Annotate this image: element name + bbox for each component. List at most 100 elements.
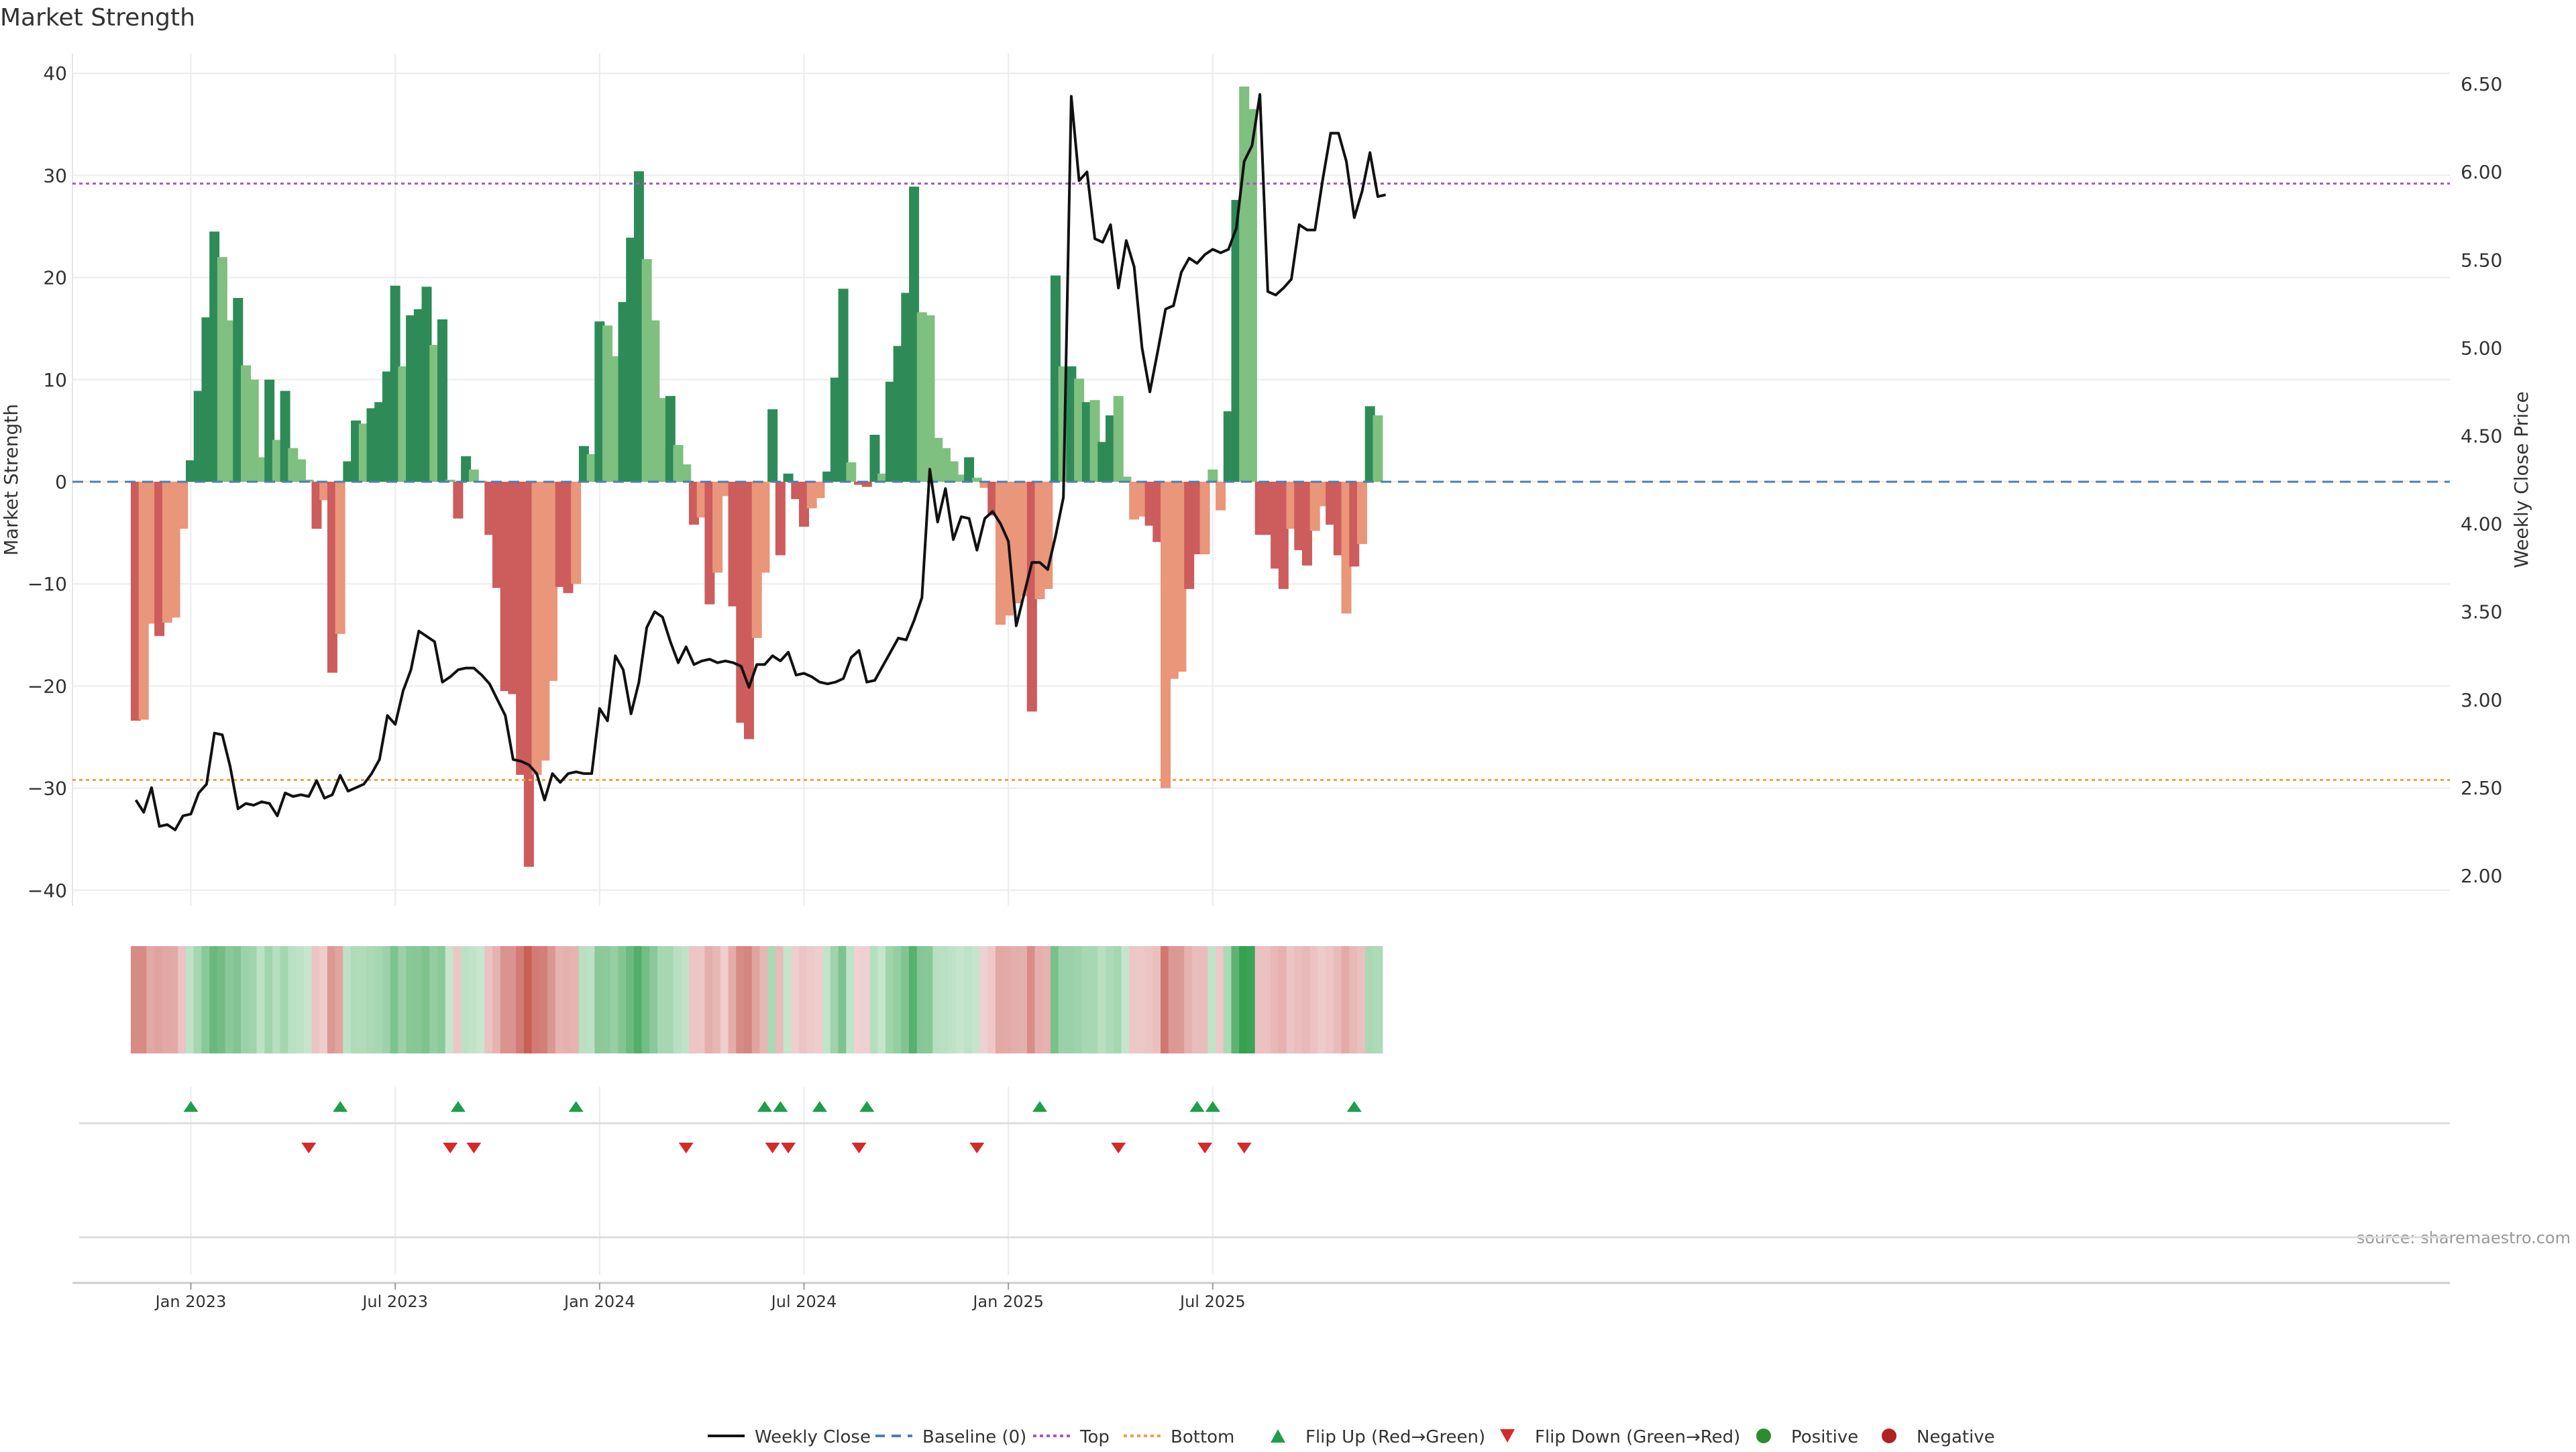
strength-bars — [130, 86, 1383, 867]
strength-bar — [799, 482, 810, 527]
heatmap-cell — [130, 946, 141, 1053]
heatmap-cell — [846, 946, 857, 1053]
heatmap-cell — [225, 946, 235, 1053]
heatmap-cell — [704, 946, 715, 1053]
flip-up-marker — [1032, 1101, 1048, 1112]
strength-bar — [272, 439, 282, 482]
flip-up-marker — [1205, 1101, 1220, 1112]
heatmap-cell — [1121, 946, 1132, 1053]
flip-down-marker — [1111, 1143, 1126, 1153]
strength-bar — [791, 482, 802, 499]
strength-bar — [877, 473, 888, 482]
heatmap-cell — [1216, 946, 1226, 1053]
y-tick-label: −40 — [28, 880, 67, 902]
heatmap-cell — [413, 946, 424, 1053]
heatmap-cell — [1161, 946, 1171, 1053]
strength-bar — [743, 482, 754, 739]
strength-bar — [751, 482, 762, 638]
heatmap-cell — [1058, 946, 1069, 1053]
heatmap-cell — [602, 946, 613, 1053]
y2-tick-label: 4.50 — [2461, 425, 2502, 448]
strength-bar — [1199, 482, 1210, 555]
strength-bar — [319, 482, 330, 501]
flip-up-marker — [333, 1101, 348, 1112]
strength-bar — [201, 317, 212, 482]
strength-bar — [602, 325, 613, 482]
heatmap-cell — [555, 946, 566, 1053]
heatmap-cell — [1011, 946, 1022, 1053]
heatmap-cell — [516, 946, 527, 1053]
strength-bar — [1168, 482, 1179, 679]
strength-bar — [964, 457, 975, 482]
heatmap-cell — [366, 946, 377, 1053]
heatmap-cell — [382, 946, 392, 1053]
gridlines — [72, 54, 2450, 1275]
strength-bar — [783, 473, 794, 482]
strength-bar — [563, 482, 574, 593]
strength-bar — [681, 464, 692, 482]
heatmap-cell — [162, 946, 172, 1053]
strength-bar — [893, 346, 904, 482]
strength-bar — [1309, 482, 1320, 531]
strength-bar — [649, 320, 660, 482]
heatmap-cell — [673, 946, 684, 1053]
strength-bar — [971, 477, 982, 482]
heatmap-cell — [1003, 946, 1014, 1053]
y2-tick-label: 5.00 — [2461, 337, 2502, 359]
strength-bar — [1081, 402, 1092, 482]
strength-bar — [406, 315, 417, 482]
heatmap-cell — [1294, 946, 1305, 1053]
strength-bar — [1271, 482, 1281, 569]
heatmap-cell — [1239, 946, 1250, 1053]
strength-bar — [130, 482, 141, 721]
heatmap-cell — [893, 946, 904, 1053]
strength-bar — [916, 312, 927, 482]
heatmap-cell — [649, 946, 660, 1053]
strength-bar — [335, 482, 345, 634]
heatmap-cell — [1034, 946, 1045, 1053]
y-axis-ticks: 40 30 20 10 0 −10 −20 −30 −40 — [28, 62, 67, 902]
strength-bar — [154, 482, 165, 636]
flip-down-marker — [466, 1143, 482, 1153]
strength-bar — [280, 391, 290, 482]
strength-bar — [948, 461, 959, 482]
strength-bar — [688, 482, 699, 525]
heatmap-cell — [1176, 946, 1187, 1053]
legend-label: Weekly Close — [755, 1427, 871, 1447]
strength-bar — [838, 289, 849, 482]
heatmap-cell — [351, 946, 362, 1053]
legend-label: Baseline (0) — [922, 1427, 1026, 1447]
strength-bar — [1223, 411, 1234, 482]
flip-markers — [79, 1101, 2450, 1239]
heatmap-cell — [901, 946, 912, 1053]
strength-bar — [484, 482, 495, 535]
heatmap-cell — [437, 946, 447, 1053]
strength-bar — [288, 448, 299, 482]
heatmap-cell — [256, 946, 267, 1053]
heatmap-cell — [1231, 946, 1242, 1053]
heatmap-cell — [492, 946, 503, 1053]
x-axis: Jan 2023 Jul 2023 Jan 2024 Jul 2024 Jan 2025… — [72, 1282, 2450, 1311]
strength-bar — [1326, 482, 1336, 525]
heatmap-cell — [759, 946, 770, 1053]
strength-bar — [225, 320, 235, 482]
heatmap-cell — [178, 946, 189, 1053]
strength-bar — [854, 482, 865, 485]
y-tick-label: −20 — [28, 675, 67, 697]
heatmap-cell — [508, 946, 519, 1053]
strength-bar — [814, 482, 825, 499]
y-tick-label: 30 — [43, 164, 67, 187]
flip-down-marker — [1236, 1143, 1252, 1153]
heatmap-cell — [445, 946, 455, 1053]
heatmap-cell — [1106, 946, 1116, 1053]
chart-title: Market Strength — [0, 4, 195, 32]
heatmap-cell — [500, 946, 511, 1053]
price-line — [134, 93, 1387, 831]
strength-bar — [303, 479, 314, 482]
flip-down-marker — [301, 1143, 317, 1153]
heatmap-cell — [547, 946, 558, 1053]
strength-bar — [712, 482, 723, 573]
strength-bar — [1034, 482, 1045, 600]
heatmap-cell — [799, 946, 810, 1053]
